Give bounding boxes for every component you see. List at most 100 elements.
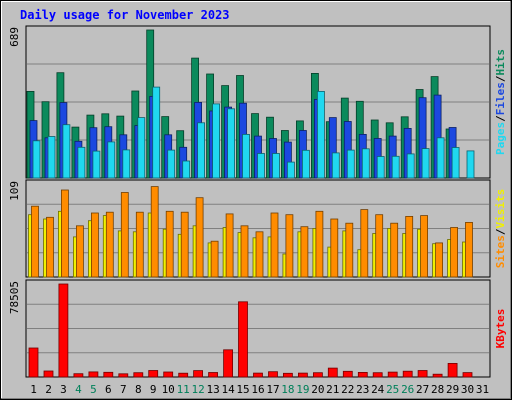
bar-sites-day-7 (120, 192, 129, 278)
day-label-22: 22 (341, 383, 354, 396)
legend-item-kbytes: KBytes (494, 309, 507, 349)
day-label-26: 26 (401, 383, 414, 396)
bar-pages-day-23 (361, 148, 370, 179)
bar-kbytes-day-16 (253, 372, 263, 378)
bar-kbytes-day-18 (282, 372, 293, 378)
day-label-19: 19 (296, 383, 309, 396)
bar-pages-day-1 (32, 140, 41, 179)
bar-kbytes-day-13 (208, 372, 219, 378)
day-label-31: 31 (476, 383, 489, 396)
bar-kbytes-day-6 (103, 371, 114, 378)
legend-bottom: KBytes (494, 309, 507, 349)
bar-kbytes-day-4 (73, 373, 84, 378)
bar-sites-day-19 (300, 226, 309, 278)
bar-sites-day-14 (225, 213, 234, 278)
bar-pages-day-8 (137, 117, 146, 179)
legend-item-pages: Pages (494, 122, 507, 155)
bar-pages-day-15 (242, 133, 250, 179)
bar-sites-day-20 (315, 210, 324, 278)
bar-pages-day-9 (152, 86, 161, 179)
bar-sites-day-4 (76, 225, 84, 278)
bar-kbytes-day-8 (133, 372, 144, 378)
bar-kbytes-day-5 (88, 371, 99, 378)
legend-top: Pages/Files/Hits (494, 49, 507, 155)
bar-sites-day-27 (420, 215, 429, 278)
bar-pages-day-18 (286, 161, 295, 179)
day-label-14: 14 (221, 383, 235, 396)
bar-sites-day-21 (330, 218, 339, 278)
bar-kbytes-day-11 (178, 372, 189, 378)
legend-separator: / (494, 228, 507, 235)
day-label-16: 16 (251, 383, 264, 396)
day-label-1: 1 (30, 383, 37, 396)
day-label-21: 21 (326, 383, 339, 396)
bar-kbytes-day-20 (312, 372, 323, 378)
bar-sites-day-10 (165, 210, 174, 278)
bar-sites-day-15 (240, 225, 249, 278)
day-label-11: 11 (177, 383, 190, 396)
bar-kbytes-day-2 (43, 370, 54, 378)
bar-sites-day-9 (150, 186, 159, 278)
bar-pages-day-2 (47, 136, 56, 179)
bar-pages-day-10 (167, 149, 176, 179)
bar-sites-day-18 (285, 214, 294, 278)
bar-kbytes-day-26 (402, 370, 413, 378)
bar-pages-day-29 (451, 147, 460, 179)
panel-middle: 109 Sites/Visits (8, 179, 507, 278)
bar-sites-day-1 (31, 205, 39, 278)
day-label-10: 10 (162, 383, 175, 396)
day-label-20: 20 (311, 383, 324, 396)
day-label-5: 5 (90, 383, 97, 396)
bar-kbytes-day-29 (447, 362, 458, 378)
day-label-3: 3 (60, 383, 67, 396)
y-max-label-top: 689 (8, 27, 21, 47)
day-label-13: 13 (206, 383, 219, 396)
bar-sites-day-2 (46, 216, 54, 278)
bar-kbytes-day-3 (58, 283, 69, 378)
bar-pages-day-16 (257, 153, 265, 179)
bar-pages-day-14 (227, 108, 236, 179)
bar-sites-day-8 (135, 211, 144, 278)
bar-kbytes-day-21 (327, 367, 338, 378)
bar-sites-day-5 (91, 212, 99, 278)
day-label-17: 17 (266, 383, 279, 396)
bar-sites-day-11 (180, 211, 189, 278)
bar-sites-day-6 (105, 211, 114, 278)
bar-sites-day-22 (345, 222, 354, 278)
day-label-15: 15 (236, 383, 249, 396)
day-label-25: 25 (386, 383, 399, 396)
bar-pages-day-27 (421, 148, 430, 179)
legend-separator: / (494, 75, 507, 82)
bar-sites-day-30 (465, 221, 473, 278)
bar-kbytes-day-14 (223, 349, 234, 378)
bar-sites-day-16 (255, 231, 264, 278)
bar-pages-day-6 (107, 141, 116, 179)
bar-kbytes-day-30 (462, 372, 473, 378)
bar-pages-day-26 (406, 153, 415, 179)
bar-pages-day-30 (466, 150, 475, 179)
day-label-7: 7 (120, 383, 127, 396)
legend-item-files: Files (494, 82, 507, 115)
day-label-12: 12 (191, 383, 204, 396)
bar-pages-day-13 (212, 103, 221, 179)
bar-kbytes-day-12 (193, 370, 204, 378)
bar-pages-day-7 (122, 149, 131, 179)
day-label-27: 27 (416, 383, 429, 396)
bar-pages-day-22 (346, 149, 355, 179)
bar-sites-day-23 (360, 209, 369, 278)
day-axis: 1 2 3 4 5 6 7 8 9 10 11 12 13 14 15 16 17 18 19 20 21 22 23 24 2… (30, 383, 489, 396)
bar-kbytes-day-9 (148, 370, 159, 378)
bar-pages-day-19 (301, 149, 310, 179)
bar-pages-day-12 (197, 122, 206, 179)
bar-kbytes-day-1 (28, 347, 39, 378)
bar-kbytes-day-7 (118, 373, 129, 378)
bar-pages-day-28 (436, 137, 445, 179)
bar-pages-day-21 (331, 152, 340, 179)
y-max-label-bottom: 78505 (8, 281, 21, 314)
bar-kbytes-day-10 (163, 371, 174, 378)
legend-item-visits: Visits (494, 189, 507, 229)
legend-item-sites: Sites (494, 235, 507, 268)
bar-sites-day-17 (270, 212, 279, 278)
